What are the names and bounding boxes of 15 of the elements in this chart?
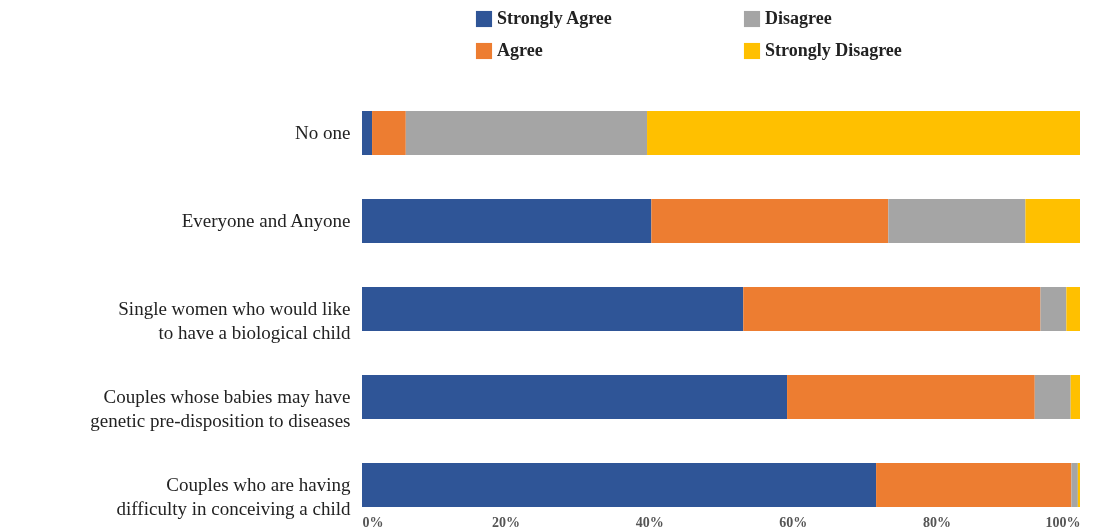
x-tick-label: 60% xyxy=(779,514,808,530)
x-tick-label: 20% xyxy=(492,514,521,530)
y-tick-label: Couples whose babies may have genetic pre-disposition to diseases xyxy=(90,386,351,431)
y-tick-label: Couples who are having difficulty in conceiving a child xyxy=(116,474,351,519)
x-tick-label: 40% xyxy=(635,514,664,530)
y-tick-label: No one xyxy=(295,122,351,143)
legend-label: Agree xyxy=(497,40,543,60)
legend-label: Disagree xyxy=(765,8,832,28)
legend-label: Strongly Agree xyxy=(497,8,612,28)
legend-label: Strongly Disagree xyxy=(765,40,902,60)
x-tick-label: 100% xyxy=(1045,514,1081,530)
x-tick-label: 80% xyxy=(922,514,951,530)
y-tick-label: Single women who would like to have a biological child xyxy=(118,298,351,343)
y-tick-label: Everyone and Anyone xyxy=(181,210,351,231)
x-tick-label: 0% xyxy=(362,514,384,530)
